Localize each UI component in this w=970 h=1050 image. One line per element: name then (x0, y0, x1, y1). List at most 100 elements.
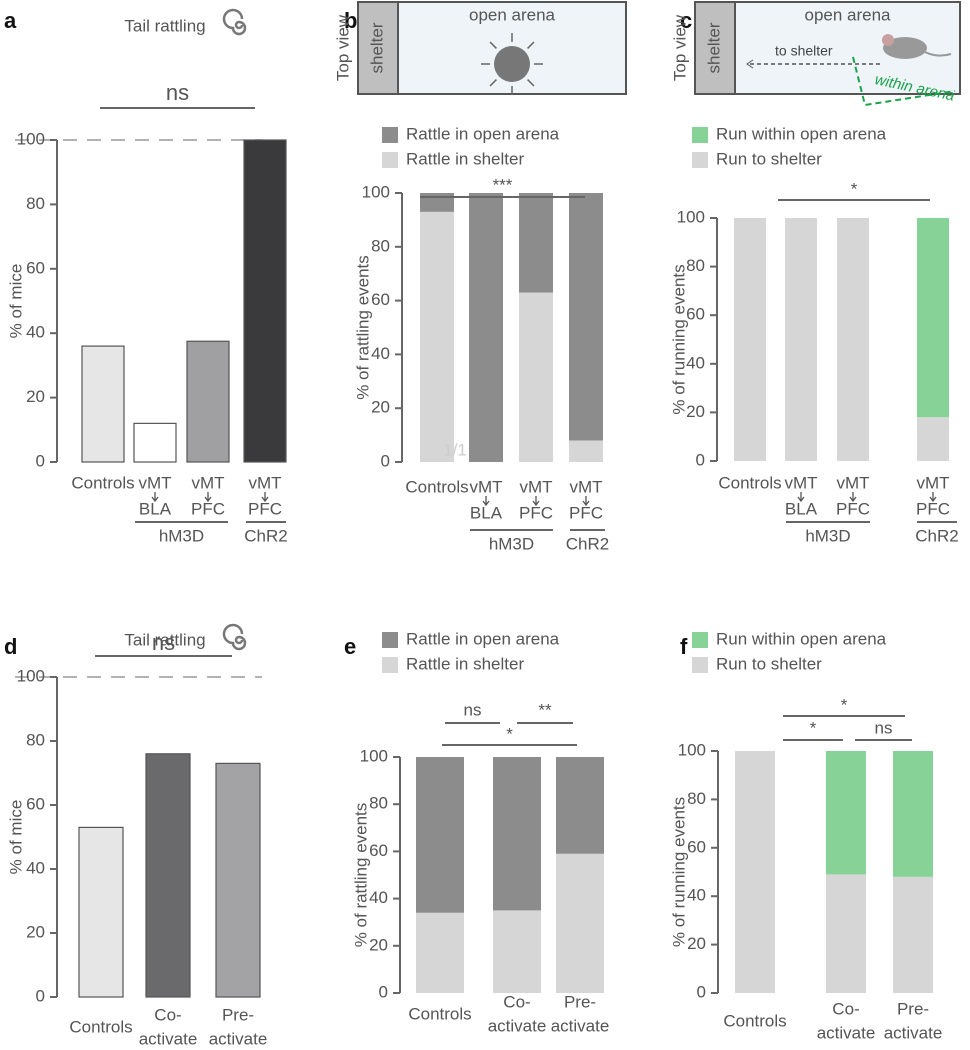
y-tick-label: 60 (371, 290, 390, 309)
significance-label: ns (875, 718, 893, 737)
group-label: ChR2 (244, 526, 287, 545)
x-tick-label: PFC (248, 499, 282, 518)
x-tick-label: Pre- (564, 992, 596, 1011)
y-tick-label: 80 (26, 194, 45, 213)
x-tick-label: Co- (154, 1005, 181, 1024)
x-tick-label: PFC (191, 499, 225, 518)
arrow (489, 79, 497, 87)
group-label: ChR2 (915, 526, 958, 545)
y-tick-label: 0 (696, 450, 705, 469)
legend-swatch (692, 152, 708, 168)
spiral-icon (222, 623, 247, 651)
bar-segment (519, 193, 553, 293)
panel-letter: f (680, 634, 688, 659)
y-tick-label: 100 (17, 129, 45, 148)
y-tick-label: 80 (26, 730, 45, 749)
y-tick-label: 0 (379, 982, 388, 1001)
shelter-block (357, 1, 399, 95)
category-arrow (482, 496, 490, 507)
y-tick-label: 20 (369, 935, 388, 954)
y-axis-label: % of running events (669, 264, 688, 414)
legend-swatch (382, 657, 398, 673)
category-arrow (797, 492, 805, 503)
x-tick-label: vMT (569, 477, 602, 496)
shelter-label: shelter (367, 22, 386, 73)
y-tick-label: 60 (369, 841, 388, 860)
x-tick-label: vMT (248, 473, 281, 492)
to-shelter-head (746, 59, 754, 69)
y-tick-label: 60 (687, 837, 706, 856)
category-arrow (582, 496, 590, 507)
x-tick-label: BLA (785, 499, 818, 518)
significance-label: *** (493, 175, 513, 194)
x-tick-label: PFC (916, 499, 950, 518)
y-tick-label: 80 (369, 794, 388, 813)
x-tick-label: vMT (784, 473, 817, 492)
legend-swatch (692, 127, 708, 143)
arena (357, 1, 627, 95)
x-tick-label: vMT (138, 473, 171, 492)
view-label: Top view (333, 14, 352, 81)
view-label: Top view (670, 14, 689, 81)
bar-segment (837, 218, 869, 461)
panel-letter: b (344, 8, 357, 33)
y-tick-label: 100 (17, 666, 45, 685)
y-tick-label: 20 (26, 387, 45, 406)
y-tick-label: 60 (686, 305, 705, 324)
significance-label: * (851, 179, 858, 198)
y-tick-label: 80 (371, 236, 390, 255)
bar-segment (556, 853, 604, 993)
x-tick-label: Controls (405, 477, 468, 496)
significance-label: * (841, 695, 848, 714)
legend-swatch (382, 127, 398, 143)
y-axis-label: % of running events (669, 797, 688, 947)
y-tick-label: 100 (360, 746, 388, 765)
panel-letter: a (4, 8, 17, 33)
bar (145, 753, 191, 998)
bar-segment (420, 211, 454, 462)
x-tick-label: PFC (569, 503, 603, 522)
y-tick-label: 80 (687, 789, 706, 808)
x-tick-label: activate (139, 1029, 198, 1048)
x-tick-label: vMT (191, 473, 224, 492)
legend-label: Run within open arena (716, 629, 887, 648)
category-arrow (261, 492, 269, 503)
group-label: hM3D (805, 526, 850, 545)
x-tick-label: activate (817, 1023, 876, 1042)
significance-label: ** (538, 700, 552, 719)
bar-segment (569, 193, 603, 441)
x-tick-label: activate (209, 1029, 268, 1048)
mouse-tail (924, 51, 952, 57)
animal (494, 46, 530, 82)
arena-label: open arena (469, 5, 556, 24)
bar (78, 826, 124, 998)
category-arrow (929, 492, 937, 503)
within-arrow (852, 56, 956, 107)
y-tick-label: 40 (686, 353, 705, 372)
y-tick-label: 0 (36, 986, 45, 1005)
bar-segment (826, 751, 866, 875)
category-arrow (849, 492, 857, 503)
significance-label: * (810, 718, 817, 737)
bar-segment (734, 218, 766, 461)
to-shelter-label: to shelter (775, 43, 833, 59)
mouse-ear (882, 34, 894, 46)
significance-label: ns (464, 700, 482, 719)
y-tick-label: 40 (26, 858, 45, 877)
spiral-icon (222, 8, 247, 36)
legend-label: Run to shelter (716, 149, 822, 168)
y-tick-label: 20 (687, 934, 706, 953)
y-axis-label: % of mice (6, 264, 25, 339)
bar-segment (493, 757, 541, 911)
shelter-block (694, 1, 736, 95)
y-tick-label: 0 (381, 451, 390, 470)
legend-label: Rattle in shelter (406, 149, 524, 168)
bar-segment (826, 874, 866, 993)
bar-note: 1/1 (443, 440, 467, 459)
x-tick-label: Pre- (897, 999, 929, 1018)
y-tick-label: 20 (371, 398, 390, 417)
bar-segment (519, 292, 553, 462)
x-tick-label: activate (551, 1016, 610, 1035)
